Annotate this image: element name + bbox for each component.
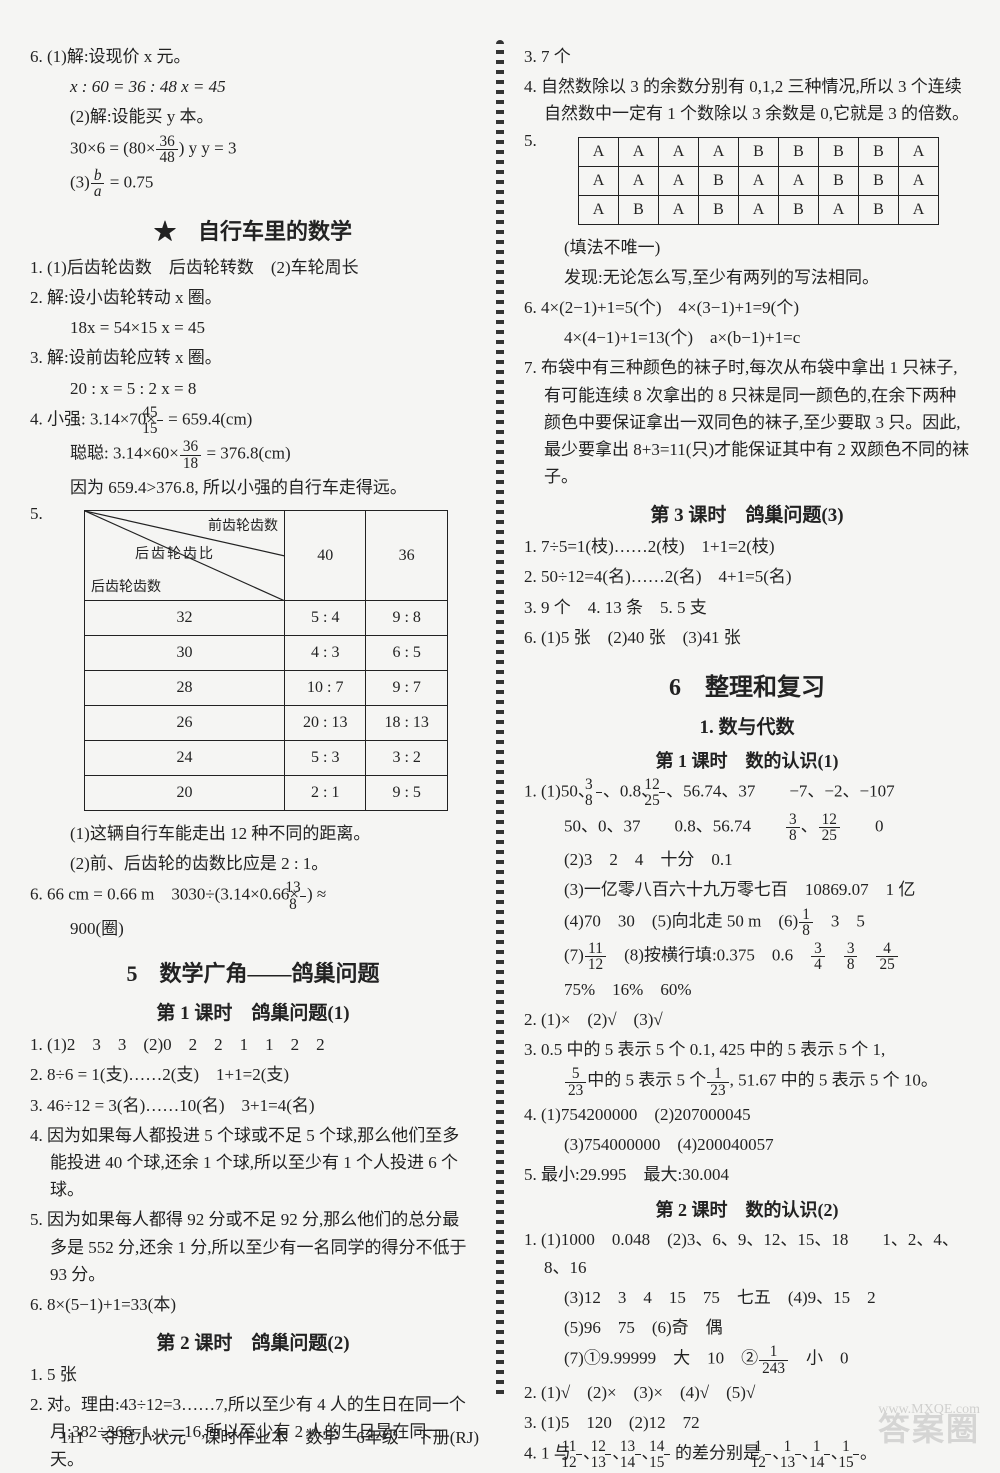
- text-line: (2)3 2 4 十分 0.1: [524, 846, 970, 873]
- table-row: 2620 : 1318 : 13: [85, 706, 448, 741]
- text-line: (3)ba = 0.75: [30, 168, 476, 200]
- ab-grid-table: AAAABBBBA AAABAABBA ABABABABA: [578, 137, 939, 225]
- table-diag-header: 前齿轮齿数 后齿轮齿比 后齿轮齿数: [85, 511, 285, 601]
- left-column: 6. (1)解:设现价 x 元。 x : 60 = 36 : 48 x = 45…: [30, 40, 476, 1400]
- table-row: 304 : 36 : 5: [85, 636, 448, 671]
- text-line: (3)12 3 4 15 75 七五 (4)9、15 2: [524, 1284, 970, 1311]
- subheading-5-2: 第 2 课时 鸽巢问题(2): [30, 1328, 476, 1355]
- text-line: 6. 66 cm = 0.66 m 3030÷(3.14×0.66×138) ≈: [30, 880, 476, 912]
- text-line: (7)1112 (8)按横行填:0.375 0.6 34 38 425: [524, 941, 970, 973]
- heading-6: 6 整理和复习: [524, 667, 970, 702]
- text-line: 4. 自然数除以 3 的余数分别有 0,1,2 三种情况,所以 3 个连续自然数…: [524, 73, 970, 127]
- text-line: 6. 8×(5−1)+1=33(本): [30, 1291, 476, 1318]
- text-line: (4)70 30 (5)向北走 50 m (6)18 3 5: [524, 907, 970, 939]
- text-line: 4. 小强: 3.14×70×4515 = 659.4(cm): [30, 405, 476, 437]
- text-line: 20 : x = 5 : 2 x = 8: [30, 375, 476, 402]
- text-line: (3)一亿零八百六十九万零七百 10869.07 1 亿: [524, 876, 970, 903]
- text-line: 1. (1)1000 0.048 (2)3、6、9、12、15、18 1、2、4…: [524, 1226, 970, 1280]
- text-line: (3)754000000 (4)200040057: [524, 1131, 970, 1158]
- text-line: (2)解:设能买 y 本。: [30, 103, 476, 130]
- table-row: 245 : 33 : 2: [85, 741, 448, 776]
- text-line: 发现:无论怎么写,至少有两列的写法相同。: [524, 264, 970, 291]
- column-divider: [496, 40, 504, 1400]
- table-cell: 40: [285, 511, 366, 601]
- subheading-6-1: 1. 数与代数: [524, 712, 970, 739]
- text-line: 3. 9 个 4. 13 条 5. 5 支: [524, 594, 970, 621]
- table-row: AAABAABBA: [579, 166, 939, 195]
- text-line: 50、0、37 0.8、56.74 38、1225 0: [524, 812, 970, 844]
- text-line: 2. 50÷12=4(名)……2(名) 4+1=5(名): [524, 563, 970, 590]
- text-line: 1. 5 张: [30, 1361, 476, 1388]
- text-line: x : 60 = 36 : 48 x = 45: [30, 73, 476, 100]
- text-line: 聪聪: 3.14×60×3618 = 376.8(cm): [30, 439, 476, 471]
- text-line: 523中的 5 表示 5 个123, 51.67 中的 5 表示 5 个 10。: [524, 1066, 970, 1098]
- text-line: 4. 因为如果每人都投进 5 个球或不足 5 个球,那么他们至多能投进 40 个…: [30, 1122, 476, 1204]
- text-line: 3. 解:设前齿轮应转 x 圈。: [30, 344, 476, 371]
- text-line: (1)这辆自行车能走出 12 种不同的距离。: [30, 820, 476, 847]
- table-cell: 36: [366, 511, 447, 601]
- text-line: 因为 659.4>376.8, 所以小强的自行车走得远。: [30, 474, 476, 501]
- text-line: 1. 7÷5=1(枝)……2(枝) 1+1=2(枝): [524, 533, 970, 560]
- text-line: 18x = 54×15 x = 45: [30, 314, 476, 341]
- text-line: 5. 最小:29.995 最大:30.004: [524, 1161, 970, 1188]
- text-line: 900(圈): [30, 915, 476, 942]
- right-column: 3. 7 个 4. 自然数除以 3 的余数分别有 0,1,2 三种情况,所以 3…: [524, 40, 970, 1400]
- text-line: 4×(4−1)+1=13(个) a×(b−1)+1=c: [524, 324, 970, 351]
- subheading-5-3: 第 3 课时 鸽巢问题(3): [524, 500, 970, 527]
- text-line: 7. 布袋中有三种颜色的袜子时,每次从布袋中拿出 1 只袜子,有可能连续 8 次…: [524, 354, 970, 490]
- text-line: 4. (1)754200000 (2)207000045: [524, 1101, 970, 1128]
- text-line: (5)96 75 (6)奇 偶: [524, 1314, 970, 1341]
- gear-ratio-table: 前齿轮齿数 后齿轮齿比 后齿轮齿数 40 36 325 : 49 : 8 304…: [84, 510, 448, 811]
- table-row: ABABABABA: [579, 195, 939, 224]
- text-line: 2. (1)× (2)√ (3)√: [524, 1006, 970, 1033]
- text-line: 2. 解:设小齿轮转动 x 圈。: [30, 284, 476, 311]
- table-row: 325 : 49 : 8: [85, 601, 448, 636]
- text-line: 75% 16% 60%: [524, 976, 970, 1003]
- text-line: 6. (1)5 张 (2)40 张 (3)41 张: [524, 624, 970, 651]
- heading-bike: ★ 自行车里的数学: [30, 214, 476, 246]
- text-line: 3. 7 个: [524, 43, 970, 70]
- text-line: 3. 46÷12 = 3(名)……10(名) 3+1=4(名): [30, 1092, 476, 1119]
- page-columns: 6. (1)解:设现价 x 元。 x : 60 = 36 : 48 x = 45…: [30, 40, 970, 1400]
- text-line: 6. (1)解:设现价 x 元。: [30, 43, 476, 70]
- text-line: (填法不唯一): [524, 234, 970, 261]
- text-line: 5. 因为如果每人都得 92 分或不足 92 分,那么他们的总分最多是 552 …: [30, 1206, 476, 1288]
- subheading-5-1: 第 1 课时 鸽巢问题(1): [30, 998, 476, 1025]
- text-line: (2)前、后齿轮的齿数比应是 2 : 1。: [30, 850, 476, 877]
- text-line: 3. 0.5 中的 5 表示 5 个 0.1, 425 中的 5 表示 5 个 …: [524, 1036, 970, 1063]
- watermark-text: 答案圈: [878, 1404, 980, 1450]
- page-footer: 111 夺冠小状元 课时作业本 数学 6年级 下册(RJ): [60, 1423, 479, 1448]
- subsubheading-6-1-1: 第 1 课时 数的认识(1): [524, 747, 970, 773]
- item-number: 5.: [524, 131, 548, 151]
- table-row: 202 : 19 : 5: [85, 776, 448, 811]
- text-line: 2. 8÷6 = 1(支)……2(支) 1+1=2(支): [30, 1061, 476, 1088]
- item-number: 5.: [30, 504, 54, 524]
- text-line: 1. (1)2 3 3 (2)0 2 2 1 1 2 2: [30, 1031, 476, 1058]
- heading-5: 5 数学广角——鸽巢问题: [30, 956, 476, 988]
- subsubheading-6-1-2: 第 2 课时 数的认识(2): [524, 1196, 970, 1222]
- table-row: AAAABBBBA: [579, 137, 939, 166]
- text-line: (7)①9.99999 大 10 ②1243 小 0: [524, 1344, 970, 1376]
- text-line: 30×6 = (80×3648) y y = 3: [30, 134, 476, 166]
- text-line: 6. 4×(2−1)+1=5(个) 4×(3−1)+1=9(个): [524, 294, 970, 321]
- text-line: 1. (1)后齿轮齿数 后齿轮转数 (2)车轮周长: [30, 254, 476, 281]
- table-row: 2810 : 79 : 7: [85, 671, 448, 706]
- text-line: 1. (1)50、38、0.8、1225、56.74、37 −7、−2、−107: [524, 777, 970, 809]
